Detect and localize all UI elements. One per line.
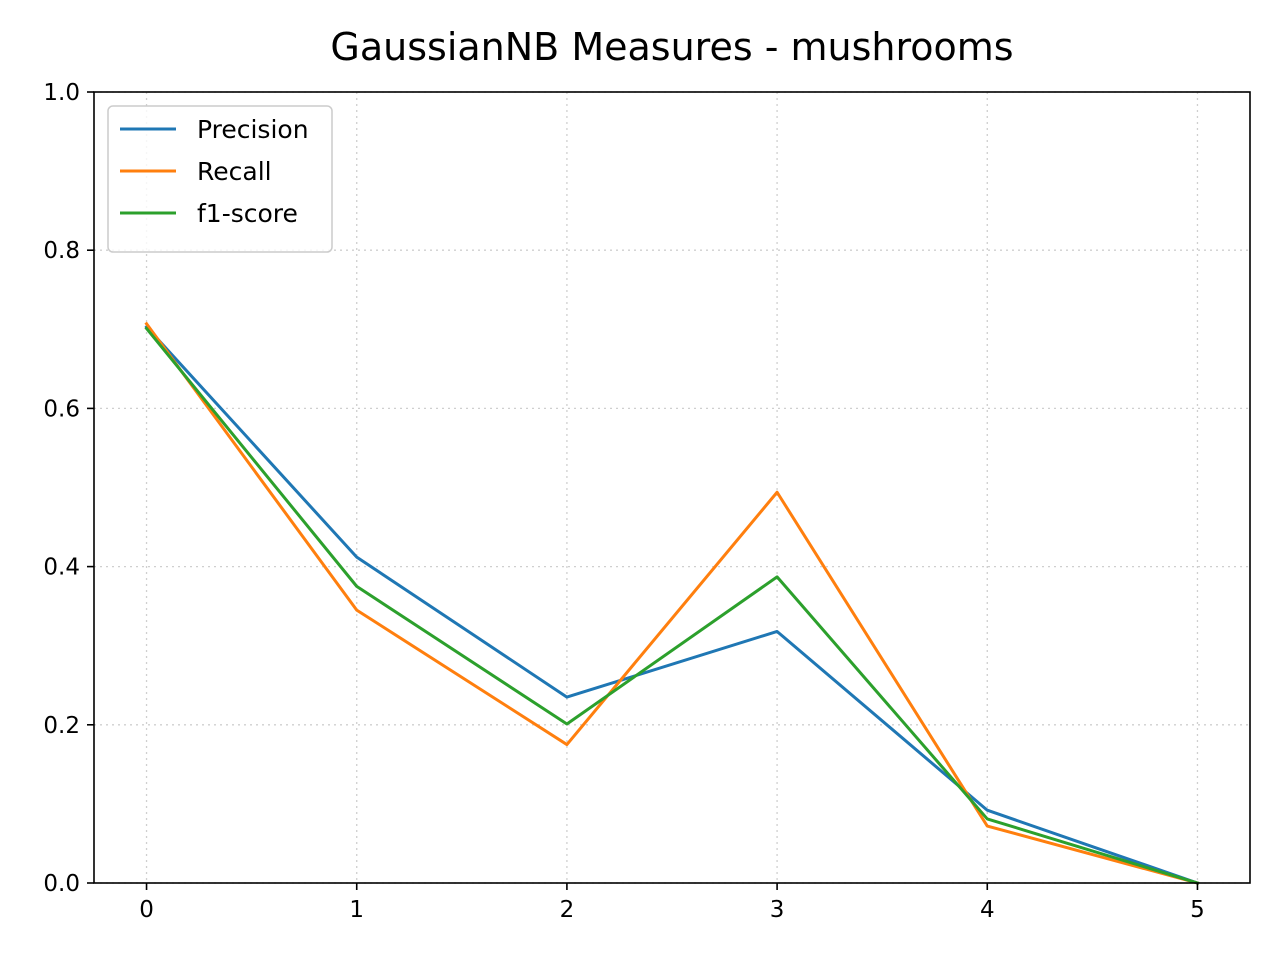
x-tick-label: 4	[980, 897, 995, 923]
legend-box	[107, 105, 333, 253]
x-tick-label: 5	[1190, 897, 1205, 923]
y-tick-label: 0.4	[43, 555, 80, 581]
series-line-precision	[144, 324, 1200, 885]
y-tick-label: 0.2	[43, 713, 80, 739]
y-tick-label: 0.6	[43, 396, 80, 422]
axis-ticks: 0 1 2 3 4 5 0.0 0.2 0.4 0.6 0.8 1.0	[43, 80, 1204, 923]
legend-label: Recall	[197, 157, 272, 186]
legend-label: f1-score	[197, 199, 298, 228]
x-tick-label: 2	[560, 897, 575, 923]
series-line-f1-score	[144, 326, 1200, 885]
y-tick-label: 1.0	[43, 80, 80, 106]
legend: Precision Recall f1-score	[107, 105, 333, 253]
y-tick-label: 0.0	[43, 871, 80, 897]
x-tick-label: 1	[349, 897, 364, 923]
chart-title: GaussianNB Measures - mushrooms	[330, 25, 1013, 69]
series-line-recall	[144, 321, 1200, 885]
x-tick-label: 0	[139, 897, 154, 923]
legend-label: Precision	[197, 115, 309, 144]
plot-area-frame	[93, 91, 1251, 884]
x-tick-label: 3	[770, 897, 785, 923]
series-lines	[144, 321, 1200, 885]
y-tick-label: 0.8	[43, 238, 80, 264]
